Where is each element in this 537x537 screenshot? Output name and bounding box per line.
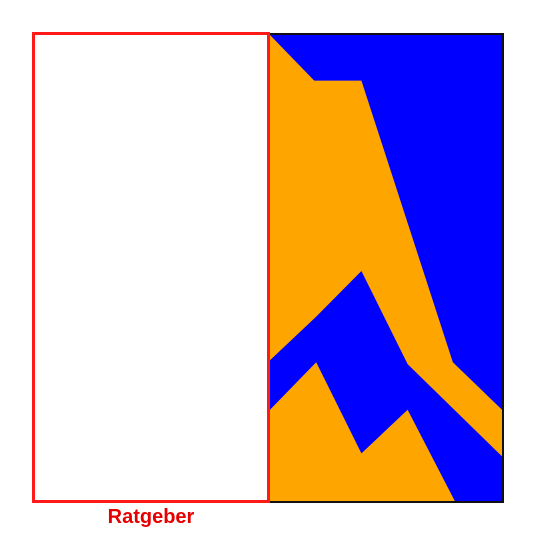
frame-caption: Ratgeber [107,506,195,528]
lower-mountain [270,362,455,501]
mountain-graphic [268,33,504,503]
blank-frame [32,32,270,503]
mountain-svg [270,35,502,501]
upper-mountain [270,35,502,457]
